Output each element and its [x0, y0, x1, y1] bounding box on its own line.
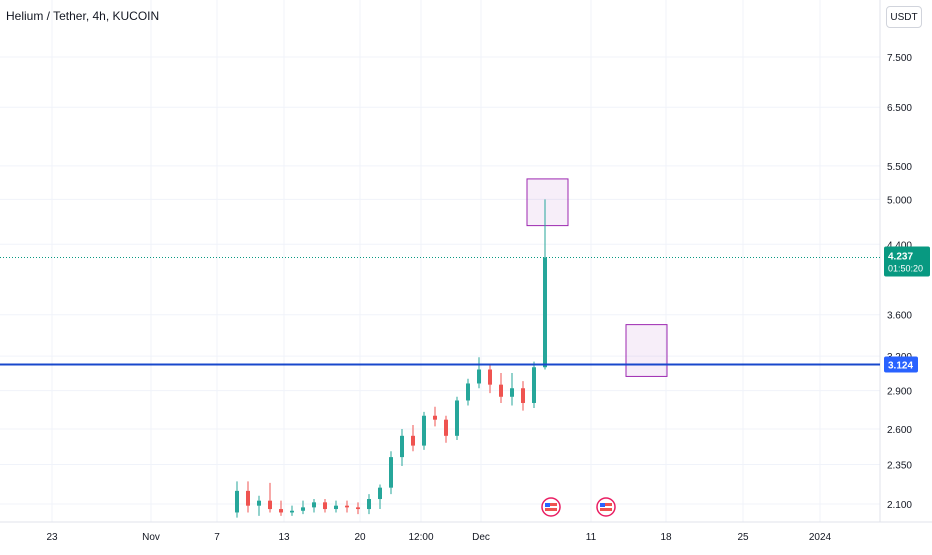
candle-body	[268, 500, 272, 510]
candle-body	[279, 509, 283, 513]
support-price-badge	[884, 356, 918, 373]
target-zone-box	[625, 324, 668, 377]
candle-body	[378, 487, 382, 500]
x-tick-label: 11	[586, 532, 597, 543]
y-tick-label: 2.600	[887, 425, 912, 436]
candle-body	[301, 507, 305, 511]
candle-body	[466, 383, 470, 401]
candle-body	[444, 419, 448, 436]
candle-body	[422, 415, 426, 446]
y-tick-label: 5.000	[887, 195, 912, 206]
candle-body	[367, 499, 371, 510]
candle-body	[345, 505, 349, 508]
us-flag-icon[interactable]	[596, 497, 616, 517]
candles	[235, 199, 547, 518]
candle-body	[290, 510, 294, 513]
candle-body	[532, 367, 536, 403]
price-axis[interactable]: 2.1002.3502.6002.9003.2003.6004.4005.000…	[887, 53, 912, 511]
y-tick-label: 4.400	[887, 240, 912, 251]
x-tick-label: 12:00	[408, 532, 433, 543]
candle-body	[389, 457, 393, 488]
y-tick-label: 2.350	[887, 461, 912, 472]
candle-body	[312, 502, 316, 508]
candle-body	[521, 388, 525, 403]
x-tick-label: 23	[46, 532, 58, 543]
candle-body	[477, 369, 481, 384]
flag-white-stripe	[545, 506, 557, 508]
y-tick-label: 7.500	[887, 53, 912, 64]
candle-body	[246, 490, 250, 506]
last-price-label: 4.237	[888, 252, 913, 263]
x-tick-label: 7	[214, 532, 220, 543]
candle-body	[257, 500, 261, 506]
flag-white-stripe	[600, 506, 612, 508]
resistance-zone-box	[526, 178, 569, 227]
candle-body	[488, 369, 492, 385]
candle-body	[411, 435, 415, 446]
flag-canton	[600, 503, 605, 507]
x-tick-label: 18	[660, 532, 672, 543]
candle-body	[543, 257, 547, 368]
candle-body	[400, 435, 404, 458]
candle-body	[334, 505, 338, 510]
candle-body	[455, 400, 459, 436]
support-price-label: 3.124	[888, 361, 913, 372]
price-lines	[0, 257, 880, 366]
x-tick-label: 13	[278, 532, 290, 543]
last-price-badge	[884, 246, 930, 277]
zones	[526, 178, 668, 377]
countdown-label: 01:50:20	[888, 264, 923, 274]
x-tick-label: 2024	[809, 532, 832, 543]
candle-body	[433, 415, 437, 420]
x-tick-label: 25	[737, 532, 749, 543]
time-axis[interactable]: 23 Nov 7 13 20 12:00 Dec 11 18 25 2024	[46, 532, 831, 543]
flag-canton	[545, 503, 550, 507]
grid	[0, 0, 932, 523]
us-flag-icon[interactable]	[541, 497, 561, 517]
candle-body	[510, 388, 514, 397]
x-tick-label: 20	[354, 532, 366, 543]
y-tick-label: 5.500	[887, 162, 912, 173]
x-tick-label: Nov	[142, 532, 160, 543]
y-tick-label: 3.600	[887, 311, 912, 322]
symbol-title[interactable]: Helium / Tether, 4h, KUCOIN	[6, 9, 160, 23]
y-tick-label: 6.500	[887, 103, 912, 114]
candle-body	[356, 507, 360, 510]
candle-body	[235, 490, 239, 513]
y-tick-label: 2.100	[887, 500, 912, 511]
currency-button[interactable]: USDT	[886, 6, 922, 28]
event-markers[interactable]	[541, 497, 616, 517]
x-tick-label: Dec	[472, 532, 490, 543]
candle-body	[323, 502, 327, 510]
y-tick-label: 2.900	[887, 387, 912, 398]
candle-body	[499, 384, 503, 397]
